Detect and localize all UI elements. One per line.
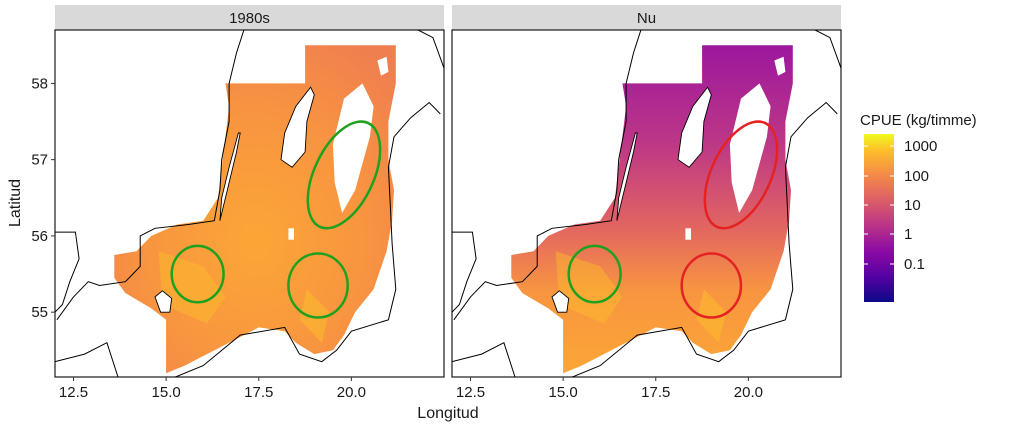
facet-strip bbox=[452, 5, 841, 30]
legend-label: 1 bbox=[904, 226, 912, 243]
area-ellipse bbox=[680, 252, 743, 319]
x-tick-label: 15.0 bbox=[152, 384, 181, 401]
coast-line bbox=[55, 101, 441, 377]
area-ellipse bbox=[567, 244, 622, 304]
land-patch bbox=[678, 87, 712, 168]
area-ellipse bbox=[703, 120, 779, 230]
area-markers bbox=[567, 120, 779, 319]
land-patch bbox=[281, 87, 315, 168]
high-cpue-zone bbox=[696, 289, 727, 343]
x-axis-left: 12.5 15.0 17.5 20.0 bbox=[59, 377, 366, 401]
coast-line bbox=[55, 231, 80, 313]
coast-line bbox=[417, 30, 444, 69]
coast-line bbox=[453, 30, 642, 321]
cpue-surface bbox=[511, 45, 793, 374]
y-axis-label: Latitud bbox=[7, 179, 24, 227]
facet-title: 1980s bbox=[229, 10, 270, 27]
coastline bbox=[55, 30, 444, 377]
island-outline bbox=[154, 290, 173, 313]
land-patch bbox=[288, 228, 294, 240]
island-outline bbox=[280, 86, 315, 168]
land-patch bbox=[377, 56, 389, 76]
island-outline bbox=[551, 290, 570, 313]
x-tick-label: 12.5 bbox=[456, 384, 485, 401]
area-markers bbox=[170, 120, 382, 319]
colorbar bbox=[864, 134, 894, 302]
y-tick-label: 55 bbox=[31, 304, 48, 321]
y-tick-label: 56 bbox=[31, 228, 48, 245]
land-patch bbox=[729, 83, 771, 214]
land-patch bbox=[155, 290, 172, 313]
land-patch bbox=[774, 56, 786, 76]
land-patch bbox=[552, 290, 569, 313]
x-tick-label: 12.5 bbox=[59, 384, 88, 401]
y-axis: 55 56 57 58 bbox=[31, 75, 55, 321]
island-outline bbox=[616, 132, 638, 221]
land-patch bbox=[332, 83, 374, 214]
legend-label: 1000 bbox=[904, 138, 937, 155]
coast-line bbox=[452, 101, 838, 377]
facet-title: Nu bbox=[637, 10, 656, 27]
x-tick-label: 20.0 bbox=[734, 384, 763, 401]
cpue-surface bbox=[114, 45, 396, 374]
land-patch bbox=[685, 228, 691, 240]
x-tick-label: 15.0 bbox=[549, 384, 578, 401]
y-tick-label: 57 bbox=[31, 152, 48, 169]
coast-line bbox=[814, 30, 841, 69]
island-outline bbox=[677, 86, 712, 168]
x-axis-right: 12.5 15.0 17.5 20.0 bbox=[456, 377, 763, 401]
area-ellipse bbox=[170, 244, 225, 304]
legend-title: CPUE (kg/timme) bbox=[860, 112, 977, 129]
x-tick-label: 20.0 bbox=[337, 384, 366, 401]
panel-1980s: 1980s bbox=[54, 5, 445, 378]
facet-strip bbox=[55, 5, 444, 30]
area-ellipse bbox=[287, 252, 349, 319]
high-cpue-zone bbox=[299, 289, 330, 343]
sea-surface bbox=[511, 45, 793, 374]
coastline bbox=[452, 30, 841, 377]
x-tick-label: 17.5 bbox=[244, 384, 273, 401]
coast-line bbox=[452, 231, 477, 313]
area-ellipse bbox=[306, 120, 382, 230]
x-axis-label: Longitud bbox=[417, 405, 478, 422]
legend-label: 10 bbox=[904, 197, 921, 214]
legend-label: 0.1 bbox=[904, 256, 925, 273]
legend-label: 100 bbox=[904, 168, 929, 185]
x-tick-label: 17.5 bbox=[641, 384, 670, 401]
color-legend: CPUE (kg/timme) 1000 100 10 1 0.1 bbox=[860, 112, 977, 302]
y-tick-label: 58 bbox=[31, 75, 48, 92]
island-outline bbox=[219, 132, 241, 221]
coast-line bbox=[56, 30, 245, 321]
sea-surface bbox=[114, 45, 396, 374]
high-cpue-zone bbox=[158, 251, 226, 324]
high-cpue-zone bbox=[555, 251, 623, 324]
panel-nu: Nu bbox=[451, 5, 842, 378]
